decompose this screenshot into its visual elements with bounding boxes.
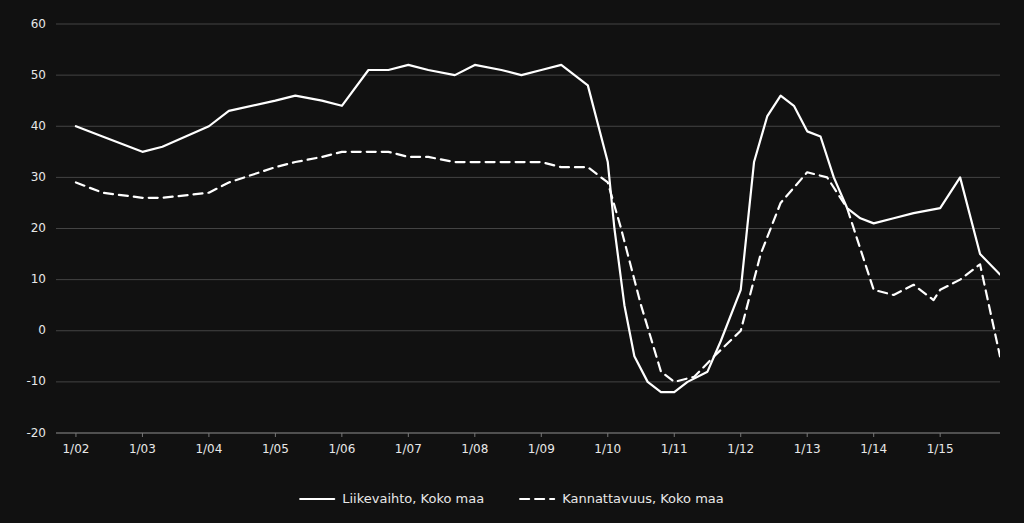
grid-line [56,75,1000,76]
y-tick-label: 30 [31,170,46,184]
x-tick [740,433,741,437]
x-tick-label: 1/02 [62,442,89,456]
x-tick-label: 1/13 [794,442,821,456]
y-tick-label: 40 [31,119,46,133]
x-tick-label: 1/03 [129,442,156,456]
x-tick-label: 1/07 [395,442,422,456]
y-grid [56,24,1000,433]
y-tick-label: 20 [31,221,46,235]
x-tick-label: 1/05 [262,442,289,456]
legend: Liikevaihto, Koko maa Kannattavuus, Koko … [300,491,724,506]
background [0,0,1024,523]
legend-label: Kannattavuus, Koko maa [562,491,724,506]
x-tick-label: 1/12 [727,442,754,456]
x-tick-label: 1/14 [860,442,887,456]
grid-line [56,330,1000,331]
x-tick [607,433,608,437]
x-tick [541,433,542,437]
x-tick [474,433,475,437]
x-tick-label: 1/08 [461,442,488,456]
x-tick [275,433,276,437]
grid-line [56,228,1000,229]
x-tick-label: 1/11 [661,442,688,456]
x-tick [940,433,941,437]
x-tick-label: 1/09 [528,442,555,456]
legend-handle [520,498,554,500]
x-tick-label: 1/06 [328,442,355,456]
series-line [76,65,1000,392]
legend-handle [300,498,334,500]
grid-line [56,433,1000,434]
x-tick [807,433,808,437]
y-tick-label: 60 [31,17,46,31]
y-tick-label: -20 [26,426,46,440]
series-line [76,152,1000,382]
x-tick [208,433,209,437]
x-tick [341,433,342,437]
x-tick [408,433,409,437]
grid-line [56,126,1000,127]
grid-line [56,24,1000,25]
x-tick [142,433,143,437]
x-tick-label: 1/04 [195,442,222,456]
y-tick-label: 50 [31,68,46,82]
grid-line [56,177,1000,178]
grid-line [56,279,1000,280]
legend-label: Liikevaihto, Koko maa [342,491,484,506]
x-tick-label: 1/10 [594,442,621,456]
x-tick [674,433,675,437]
plot-area [76,65,1000,392]
x-tick-label: 1/15 [927,442,954,456]
x-tick [873,433,874,437]
y-tick-label: 0 [38,323,46,337]
grid-line [56,381,1000,382]
x-axis-line [56,433,1000,434]
y-tick-label: 10 [31,272,46,286]
y-tick-label: -10 [26,374,46,388]
x-tick [75,433,76,437]
chart: -20 -10 0 10 20 30 40 50 60 1/02 1/03 1/04 1/05 1/06 1… [0,0,1024,523]
